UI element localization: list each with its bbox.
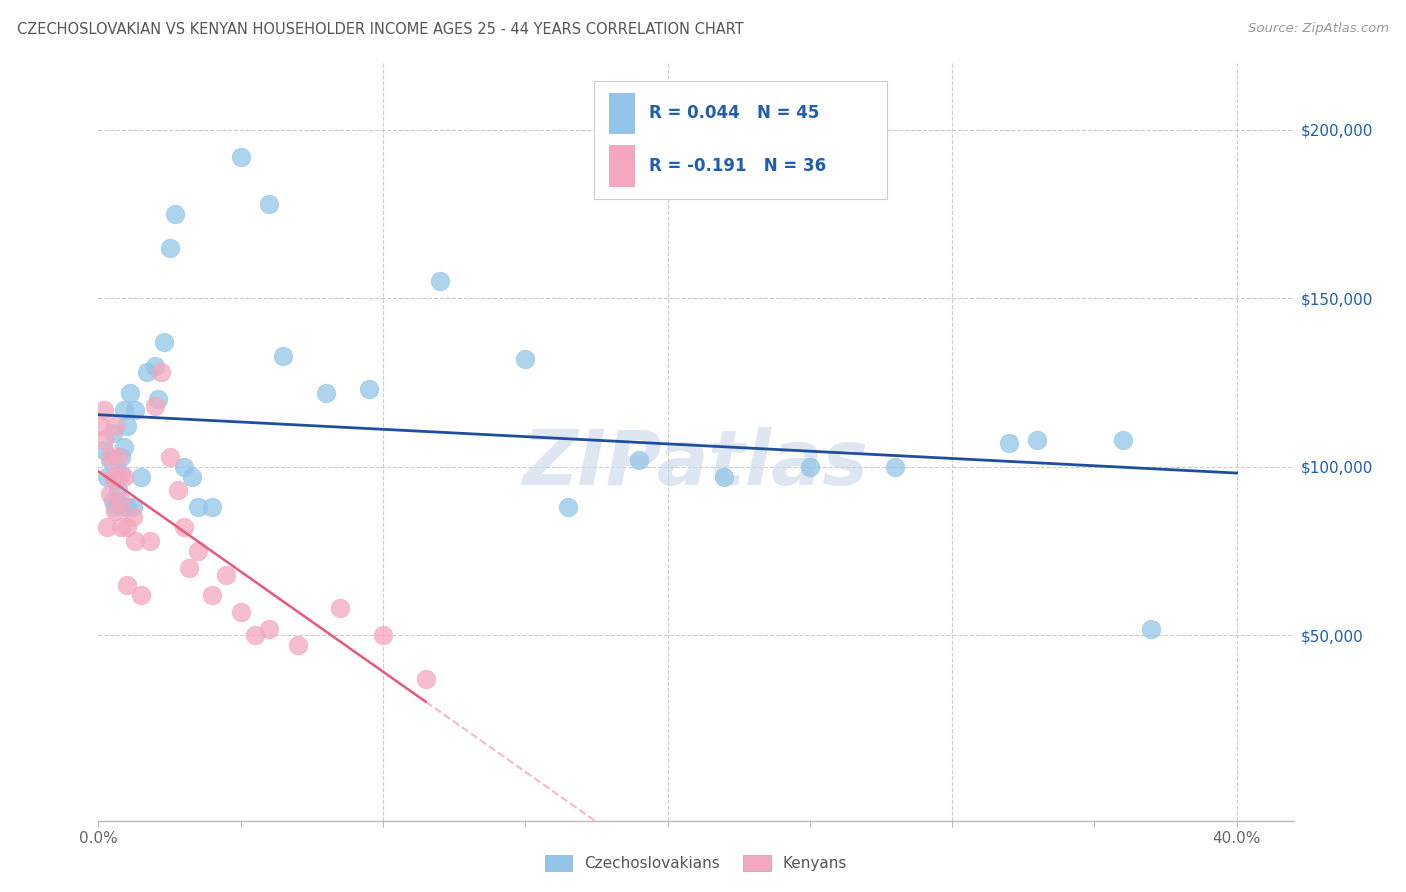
Point [93,442,115,457]
Point [115,520,138,534]
Point [201,588,224,602]
Point [135,366,157,380]
Point [107,483,129,498]
Text: R = -0.191   N = 36: R = -0.191 N = 36 [650,157,827,176]
Point [257,622,280,636]
Point [112,402,135,417]
Point [1112,433,1135,447]
Point [159,241,181,255]
Point [110,450,132,464]
Point [357,382,380,396]
Point [1026,433,1049,447]
Point [1140,622,1163,636]
Point [107,450,129,464]
Legend: Czechoslovakians, Kenyans: Czechoslovakians, Kenyans [538,849,853,878]
Point [98,450,121,464]
Point [98,453,121,467]
Point [115,578,138,592]
Point [173,520,195,534]
Point [115,419,138,434]
Point [129,470,152,484]
Point [415,672,437,686]
Point [150,366,173,380]
Point [104,503,127,517]
Point [884,459,907,474]
Point [101,426,124,441]
Text: Source: ZipAtlas.com: Source: ZipAtlas.com [1249,22,1389,36]
Point [104,419,127,434]
Point [107,470,129,484]
Point [167,483,190,498]
Point [557,500,579,515]
Point [243,628,266,642]
Point [371,628,394,642]
Point [215,567,238,582]
Point [124,533,146,548]
Bar [609,145,636,187]
Point [138,533,160,548]
Point [628,453,651,467]
Point [287,639,309,653]
Point [187,500,209,515]
Point [101,493,124,508]
Point [107,497,129,511]
Point [201,500,224,515]
Point [799,459,821,474]
Point [118,385,141,400]
Point [187,544,209,558]
Point [165,207,187,221]
Point [104,473,127,487]
Text: R = 0.044   N = 45: R = 0.044 N = 45 [650,104,820,122]
Point [110,493,132,508]
Text: CZECHOSLOVAKIAN VS KENYAN HOUSEHOLDER INCOME AGES 25 - 44 YEARS CORRELATION CHAR: CZECHOSLOVAKIAN VS KENYAN HOUSEHOLDER IN… [17,22,744,37]
Point [315,385,337,400]
Point [90,419,112,434]
Point [129,588,152,602]
Point [257,197,280,211]
Point [273,349,295,363]
Point [110,520,132,534]
Point [515,351,537,366]
Point [115,500,138,515]
Point [112,440,135,454]
Bar [609,93,636,135]
Point [148,392,170,407]
Point [98,487,121,501]
Point [153,335,176,350]
Point [998,436,1021,450]
Point [93,402,115,417]
Point [329,601,352,615]
Text: ZIPatlas: ZIPatlas [523,427,869,501]
Point [121,500,143,515]
Point [143,359,166,373]
Point [229,150,252,164]
Point [181,470,204,484]
Point [143,399,166,413]
Point [229,605,252,619]
Point [429,275,451,289]
Point [96,470,118,484]
Point [104,500,127,515]
Point [121,510,143,524]
Point [96,520,118,534]
Point [173,459,195,474]
Point [112,470,135,484]
Point [110,467,132,481]
FancyBboxPatch shape [595,81,887,199]
Point [124,402,146,417]
Point [713,470,735,484]
Point [159,450,181,464]
Point [179,561,201,575]
Point [93,433,115,447]
Point [101,470,124,484]
